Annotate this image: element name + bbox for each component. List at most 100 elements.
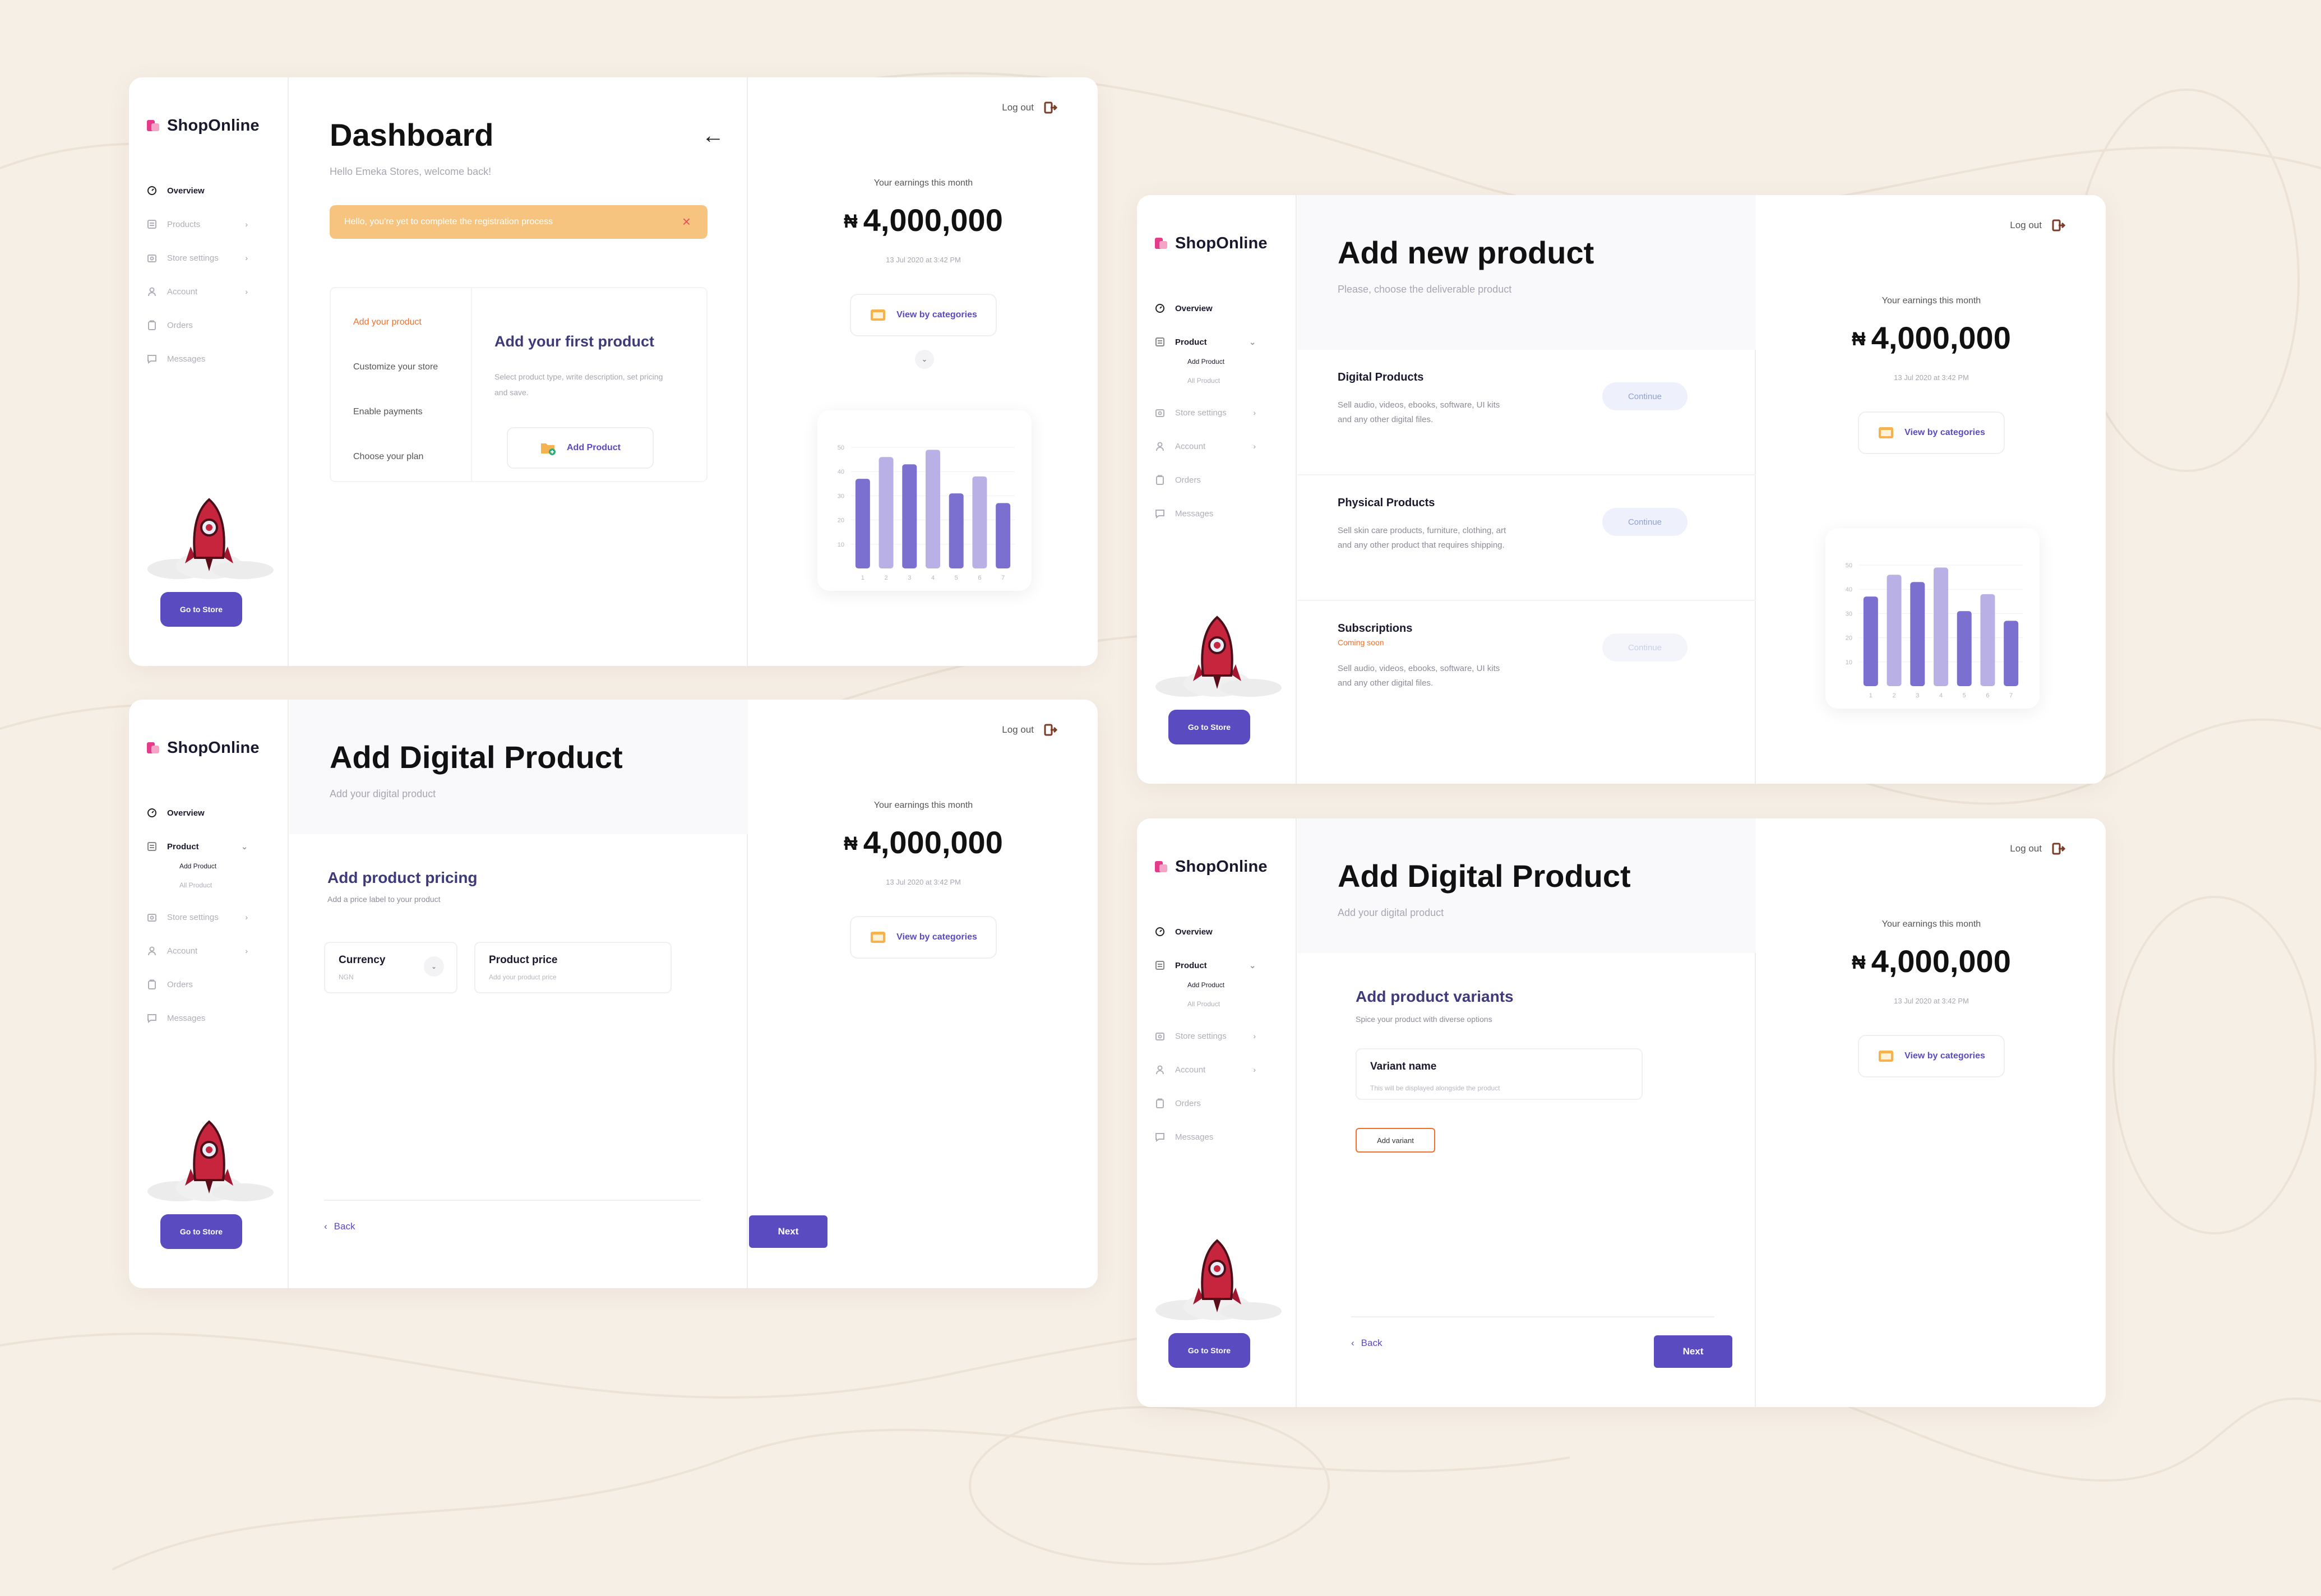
option-subscriptions: Subscriptions Coming soon Sell audio, vi… xyxy=(1297,601,1756,727)
logo[interactable]: ShopOnline xyxy=(1155,234,1268,253)
chevron-down-icon[interactable]: ⌄ xyxy=(915,350,934,369)
user-icon xyxy=(1155,441,1165,451)
product-price-field[interactable]: Product price Add your product price xyxy=(474,942,672,993)
continue-button[interactable]: Continue xyxy=(1602,508,1687,536)
bar[interactable] xyxy=(855,479,870,568)
bar[interactable] xyxy=(902,464,917,568)
logout-button[interactable]: Log out xyxy=(1002,101,1057,114)
sidebar-item-messages[interactable]: Messages xyxy=(1155,497,1284,530)
bar[interactable] xyxy=(1863,596,1878,686)
variant-name-field[interactable]: Variant name This will be displayed alon… xyxy=(1356,1048,1643,1100)
subnav-add-product[interactable]: Add Product xyxy=(1187,981,1225,989)
sidebar-item-orders[interactable]: Orders xyxy=(1155,1086,1284,1120)
logo-icon xyxy=(1155,237,1167,251)
earnings-value: ₦ 4,000,000 xyxy=(1757,320,2106,356)
page-title: Dashboard xyxy=(330,117,494,152)
step-choose-plan[interactable]: Choose your plan xyxy=(353,452,424,461)
footer-divider xyxy=(1351,1316,1714,1317)
option-digital-products[interactable]: Digital Products Sell audio, videos, ebo… xyxy=(1297,350,1756,475)
continue-button[interactable]: Continue xyxy=(1602,633,1687,661)
step-add-product[interactable]: Add your product xyxy=(353,317,422,327)
view-categories-label: View by categories xyxy=(1904,1051,1985,1061)
subnav-all-product[interactable]: All Product xyxy=(1187,1000,1220,1008)
bar[interactable] xyxy=(996,503,1011,568)
bar[interactable] xyxy=(1910,582,1925,686)
go-to-store-button[interactable]: Go to Store xyxy=(160,592,242,627)
bar[interactable] xyxy=(1887,575,1902,686)
sidebar-item-orders[interactable]: Orders xyxy=(147,968,276,1001)
sidebar-item-store-settings[interactable]: Store settings › xyxy=(1155,396,1284,429)
sidebar-item-account[interactable]: Account › xyxy=(1155,1053,1284,1086)
option-physical-products[interactable]: Physical Products Sell skin care product… xyxy=(1297,475,1756,601)
back-button[interactable]: ‹ Back xyxy=(324,1221,355,1232)
logout-button[interactable]: Log out xyxy=(2010,842,2065,855)
sidebar-item-product[interactable]: Product ⌄ xyxy=(1155,325,1284,359)
next-button[interactable]: Next xyxy=(749,1215,827,1248)
subnav-all-product[interactable]: All Product xyxy=(1187,377,1220,385)
chevron-left-icon: ‹ xyxy=(1351,1338,1354,1348)
logout-button[interactable]: Log out xyxy=(2010,219,2065,232)
sidebar-item-orders[interactable]: Orders xyxy=(1155,463,1284,497)
sidebar-item-account[interactable]: Account › xyxy=(1155,429,1284,463)
logo[interactable]: ShopOnline xyxy=(147,739,260,757)
variants-screen: ShopOnline Overview Product ⌄ Add Produc… xyxy=(1137,818,2106,1407)
logout-label: Log out xyxy=(1002,102,1034,113)
subnav-all-product[interactable]: All Product xyxy=(179,881,212,889)
bar[interactable] xyxy=(972,476,987,568)
logo[interactable]: ShopOnline xyxy=(147,117,260,135)
view-categories-button[interactable]: View by categories xyxy=(1858,1035,2005,1077)
logo[interactable]: ShopOnline xyxy=(1155,858,1268,876)
bar[interactable] xyxy=(1957,611,1972,686)
bar[interactable] xyxy=(1934,567,1948,686)
sidebar-item-store-settings[interactable]: Store settings › xyxy=(147,900,276,934)
sidebar-item-store-settings[interactable]: Store settings › xyxy=(147,241,276,275)
sidebar-item-product[interactable]: Product ⌄ xyxy=(147,830,276,863)
logout-button[interactable]: Log out xyxy=(1002,723,1057,737)
sidebar-item-product[interactable]: Product ⌄ xyxy=(1155,949,1284,982)
close-icon[interactable]: × xyxy=(682,213,691,230)
currency-select[interactable]: Currency NGN ⌄ xyxy=(324,942,457,993)
step-customize-store[interactable]: Customize your store xyxy=(353,362,438,372)
earnings-label: Your earnings this month xyxy=(873,801,973,810)
continue-button[interactable]: Continue xyxy=(1602,382,1687,410)
sidebar-item-messages[interactable]: Messages xyxy=(1155,1120,1284,1154)
go-to-store-button[interactable]: Go to Store xyxy=(160,1214,242,1249)
next-button[interactable]: Next xyxy=(1654,1335,1732,1368)
sidebar-item-overview[interactable]: Overview xyxy=(1155,292,1284,325)
subnav-add-product[interactable]: Add Product xyxy=(179,862,217,870)
sidebar-item-overview[interactable]: Overview xyxy=(1155,915,1284,949)
sidebar-item-account[interactable]: Account › xyxy=(147,934,276,968)
add-variant-button[interactable]: Add variant xyxy=(1356,1128,1435,1153)
bar[interactable] xyxy=(2004,621,2019,686)
view-categories-button[interactable]: View by categories xyxy=(850,294,997,336)
sidebar-item-orders[interactable]: Orders xyxy=(147,308,276,342)
bar[interactable] xyxy=(879,457,894,568)
step-enable-payments[interactable]: Enable payments xyxy=(353,407,423,417)
x-tick-label: 3 xyxy=(908,575,911,581)
chat-icon xyxy=(147,354,157,364)
sidebar-item-products[interactable]: Products › xyxy=(147,207,276,241)
logo-icon xyxy=(147,741,159,756)
bar[interactable] xyxy=(926,450,940,568)
bar[interactable] xyxy=(1980,594,1995,686)
sidebar-item-messages[interactable]: Messages xyxy=(147,1001,276,1035)
back-button[interactable]: ‹ Back xyxy=(1351,1338,1382,1349)
sidebar-item-account[interactable]: Account › xyxy=(147,275,276,308)
sidebar-item-overview[interactable]: Overview xyxy=(147,796,276,830)
page-subtitle: Add your digital product xyxy=(330,788,436,799)
rocket-illustration xyxy=(147,1120,274,1201)
go-to-store-button[interactable]: Go to Store xyxy=(1168,1333,1250,1368)
sidebar-item-overview[interactable]: Overview xyxy=(147,174,276,207)
view-categories-button[interactable]: View by categories xyxy=(850,916,997,959)
registration-alert: Hello, you're yet to complete the regist… xyxy=(330,205,708,239)
go-to-store-button[interactable]: Go to Store xyxy=(1168,710,1250,744)
bar[interactable] xyxy=(949,493,964,568)
add-product-button[interactable]: Add Product xyxy=(507,427,654,469)
sidebar-item-store-settings[interactable]: Store settings › xyxy=(1155,1019,1284,1053)
list-icon xyxy=(147,841,157,852)
option-description: Sell audio, videos, ebooks, software, UI… xyxy=(1338,664,1500,688)
subnav-add-product[interactable]: Add Product xyxy=(1187,358,1225,366)
view-categories-button[interactable]: View by categories xyxy=(1858,411,2005,454)
arrow-left-icon[interactable]: ← xyxy=(702,123,724,148)
sidebar-item-messages[interactable]: Messages xyxy=(147,342,276,376)
